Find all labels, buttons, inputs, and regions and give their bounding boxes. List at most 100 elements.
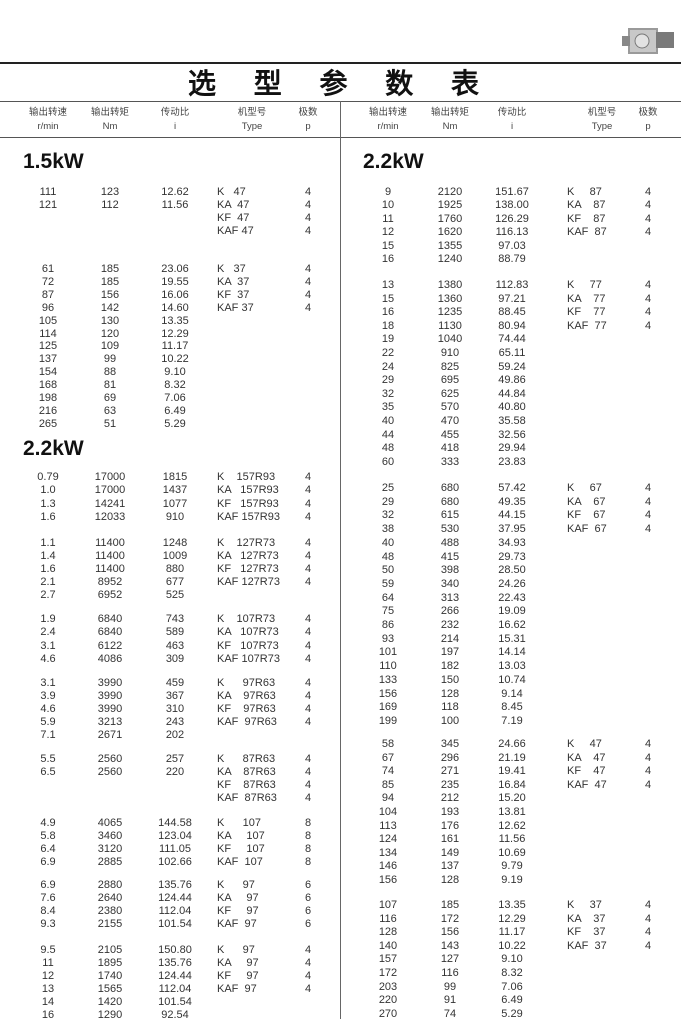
output-speed: 169 [378, 701, 398, 714]
ratio: 589 [165, 626, 185, 639]
ratio: 19.55 [161, 275, 189, 288]
ratio: 23.06 [161, 263, 189, 275]
ratio: 459 [165, 677, 185, 689]
ratio: 6.49 [164, 404, 186, 417]
output-torque: 2380 [97, 905, 123, 917]
ratio: 13.35 [161, 314, 189, 327]
ratio: 16.06 [161, 288, 189, 301]
ratio: 8.32 [164, 379, 186, 392]
output-speed: 14 [41, 995, 55, 1008]
output-speed: 40 [381, 536, 395, 549]
output-speed: 44 [381, 428, 395, 441]
model-type: KF 37 [217, 288, 250, 301]
column-header-cn: 机型号 [587, 107, 617, 118]
output-speed: 25 [381, 482, 395, 494]
ratio: 7.06 [164, 392, 186, 404]
page-title: 选 型 参 数 表 [188, 67, 493, 100]
ratio: 44.15 [498, 509, 526, 522]
output-speed: 50 [381, 564, 395, 577]
output-torque: 185 [100, 275, 120, 288]
output-torque: 2671 [97, 729, 123, 741]
poles: 4 [304, 212, 312, 224]
output-torque: 193 [440, 806, 460, 818]
model-type: KF 87R63 [217, 779, 276, 791]
model-type: KAF 47 [567, 778, 607, 791]
ratio: 13.81 [498, 806, 526, 818]
output-speed: 18 [381, 319, 395, 332]
ratio: 44.84 [498, 387, 526, 400]
model-type: KF 107R73 [217, 639, 279, 652]
output-speed: 2.4 [40, 626, 56, 639]
poles: 4 [304, 969, 312, 982]
ratio: 11.56 [498, 833, 526, 846]
model-type: K 67 [567, 482, 602, 494]
ratio: 112.83 [495, 279, 529, 291]
output-torque: 14241 [94, 497, 126, 510]
output-torque: 2880 [97, 879, 123, 891]
model-type: K 127R73 [217, 537, 276, 549]
output-torque: 910 [440, 347, 460, 359]
output-speed: 59 [381, 577, 395, 590]
model-type: K 157R93 [217, 471, 276, 483]
output-speed: 104 [378, 806, 398, 818]
poles: 4 [304, 576, 312, 588]
model-type: KAF 47 [217, 225, 254, 237]
output-torque: 143 [440, 939, 460, 952]
column-header-unit: p [305, 121, 311, 132]
poles: 4 [304, 944, 312, 956]
poles: 4 [304, 766, 312, 778]
output-torque: 2560 [97, 766, 123, 778]
output-torque: 615 [440, 509, 460, 522]
model-type: KA 87R63 [217, 766, 276, 778]
output-torque: 1040 [437, 333, 463, 346]
poles: 4 [644, 279, 652, 291]
ratio: 9.14 [501, 687, 523, 700]
model-type: KAF 97R63 [217, 716, 277, 728]
poles: 4 [304, 703, 312, 715]
model-type: KF 47 [217, 212, 250, 224]
output-torque: 91 [443, 994, 457, 1007]
ratio: 7.06 [501, 980, 523, 993]
poles: 4 [644, 751, 652, 764]
output-torque: 235 [440, 778, 460, 791]
output-torque: 4065 [97, 817, 123, 829]
output-speed: 67 [381, 751, 395, 764]
ratio: 15.31 [498, 632, 526, 645]
output-speed: 15 [381, 292, 395, 305]
ratio: 5.29 [164, 417, 186, 430]
output-speed: 16 [381, 253, 395, 265]
ratio: 16.62 [498, 619, 526, 631]
output-speed: 5.8 [40, 829, 56, 842]
ratio: 10.69 [498, 846, 526, 859]
column-header-unit: i [510, 121, 514, 132]
ratio: 11.56 [161, 199, 189, 211]
output-torque: 1290 [97, 1008, 123, 1019]
output-speed: 6.9 [40, 879, 56, 891]
output-torque: 625 [440, 387, 460, 400]
ratio: 12.62 [498, 819, 526, 832]
ratio: 880 [165, 563, 185, 575]
column-header-cn: 传动比 [497, 107, 527, 118]
ratio: 37.95 [498, 523, 526, 536]
output-speed: 64 [381, 591, 395, 604]
output-speed: 7.6 [40, 892, 56, 904]
ratio: 102.66 [158, 855, 192, 868]
power-section-heading: 1.5kW [23, 150, 84, 173]
output-speed: 13 [381, 279, 395, 291]
output-speed: 1.6 [40, 563, 56, 575]
model-type: KF 157R93 [217, 497, 279, 510]
column-header-cn: 输出转速 [28, 107, 67, 118]
output-speed: 86 [381, 619, 395, 631]
column-header-cn: 机型号 [237, 107, 267, 118]
output-torque: 137 [440, 860, 460, 873]
poles: 4 [304, 982, 312, 995]
ratio: 80.94 [498, 319, 526, 332]
output-torque: 156 [100, 288, 120, 301]
ratio: 21.19 [498, 751, 526, 764]
column-header-cn: 输出转矩 [430, 107, 469, 118]
output-speed: 1.0 [40, 484, 56, 497]
output-speed: 199 [378, 714, 398, 727]
output-speed: 1.6 [40, 510, 56, 523]
ratio: 29.73 [498, 550, 526, 563]
